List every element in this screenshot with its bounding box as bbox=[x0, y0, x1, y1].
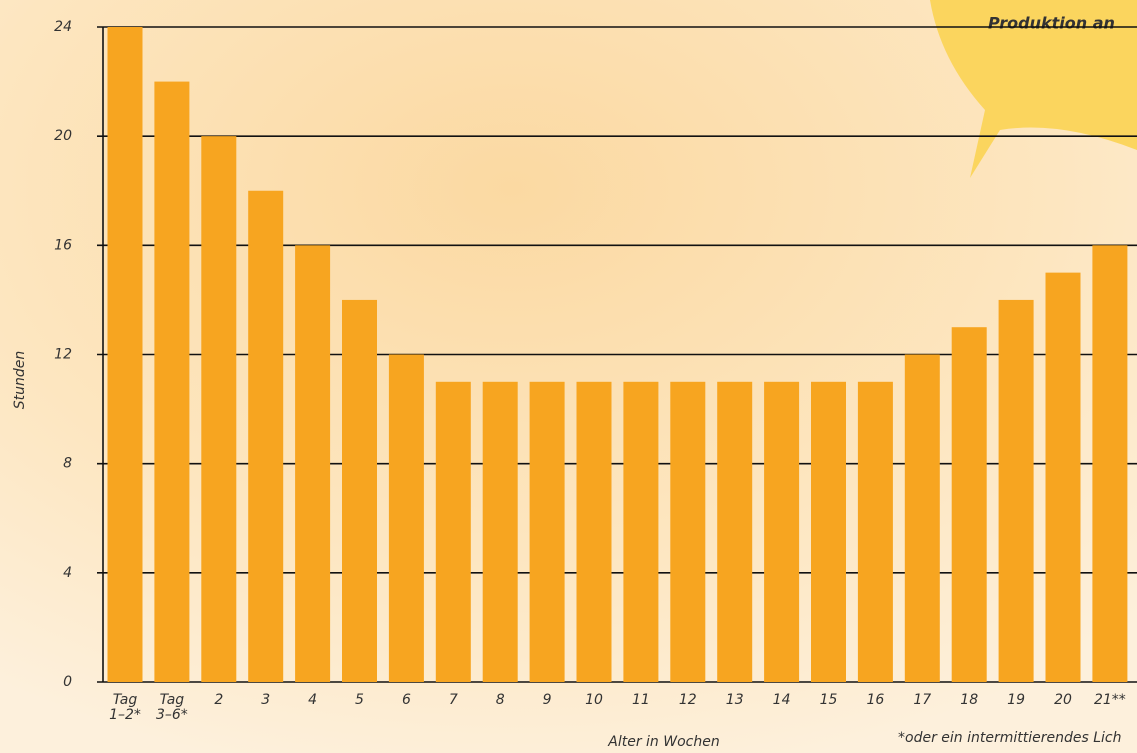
y-tick-label: 8 bbox=[63, 456, 72, 472]
annotation: Produktion an bbox=[988, 14, 1115, 33]
y-tick-label: 16 bbox=[54, 237, 72, 253]
x-tick-label: 8 bbox=[496, 692, 505, 708]
y-tick-label: 20 bbox=[54, 128, 72, 144]
bar bbox=[1045, 272, 1081, 682]
x-tick-label: 3 bbox=[261, 692, 270, 708]
bar bbox=[717, 381, 753, 682]
bar bbox=[951, 327, 987, 682]
bar bbox=[811, 381, 846, 682]
x-tick-label: 11 bbox=[632, 692, 650, 708]
x-tick-label: 19 bbox=[1007, 692, 1025, 708]
bar bbox=[482, 381, 518, 682]
bar bbox=[154, 81, 190, 683]
bar bbox=[623, 381, 659, 682]
bar bbox=[342, 299, 377, 682]
x-tick-label: 12 bbox=[679, 692, 697, 708]
y-axis-label: Stunden bbox=[12, 351, 28, 410]
speech-bubble bbox=[930, 0, 1137, 178]
y-tick-label: 24 bbox=[54, 19, 72, 35]
x-tick-label: 5 bbox=[355, 692, 364, 708]
bar bbox=[435, 381, 471, 682]
y-tick-label: 4 bbox=[63, 565, 72, 581]
x-tick-label: 2 bbox=[214, 692, 223, 708]
x-tick-label: 16 bbox=[866, 692, 884, 708]
bar bbox=[107, 27, 143, 682]
bar bbox=[295, 245, 331, 683]
footnote: *oder ein intermittierendes Lich bbox=[898, 730, 1121, 746]
y-tick-label: 12 bbox=[54, 347, 72, 363]
x-tick-label: 7 bbox=[449, 692, 458, 708]
bar bbox=[248, 190, 284, 682]
y-tick-label: 0 bbox=[63, 674, 72, 690]
x-tick-label: Tag 1–2* bbox=[109, 692, 141, 723]
bar bbox=[857, 381, 893, 682]
x-tick-label: 9 bbox=[543, 692, 552, 708]
x-tick-label: 6 bbox=[402, 692, 411, 708]
x-tick-label: 4 bbox=[308, 692, 317, 708]
x-tick-label: 10 bbox=[585, 692, 603, 708]
bar bbox=[529, 381, 565, 682]
x-tick-label: 18 bbox=[960, 692, 978, 708]
x-tick-label: 17 bbox=[913, 692, 931, 708]
bar bbox=[998, 299, 1034, 682]
x-tick-label: 21** bbox=[1094, 692, 1126, 708]
bar bbox=[1092, 245, 1128, 683]
x-tick-label: Tag 3–6* bbox=[156, 692, 188, 723]
bar bbox=[764, 381, 800, 682]
bar bbox=[388, 354, 424, 682]
bar bbox=[670, 381, 706, 682]
x-tick-label: 15 bbox=[820, 692, 838, 708]
x-axis-label: Alter in Wochen bbox=[607, 734, 719, 750]
x-tick-label: 14 bbox=[773, 692, 791, 708]
x-tick-label: 13 bbox=[726, 692, 744, 708]
bar bbox=[201, 136, 237, 682]
x-tick-label: 20 bbox=[1054, 692, 1072, 708]
bar bbox=[576, 381, 612, 682]
bar bbox=[904, 354, 940, 682]
